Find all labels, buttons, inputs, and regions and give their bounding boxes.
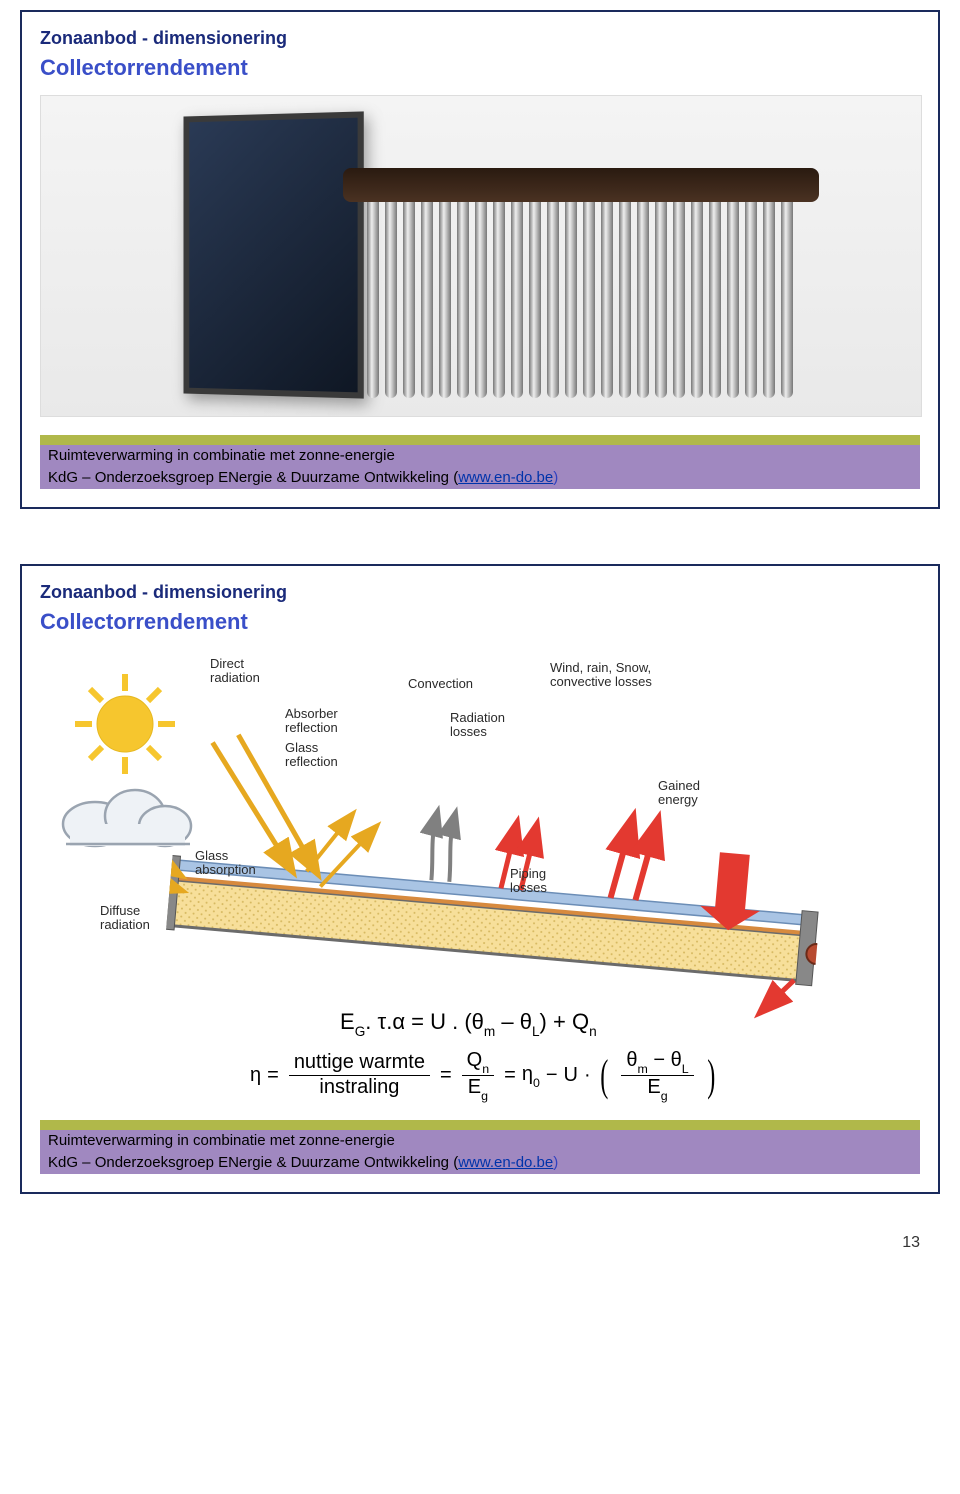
minus: − (546, 1064, 558, 1087)
tube (421, 202, 433, 398)
frac2-den: Eg (462, 1076, 494, 1102)
tube (781, 202, 793, 398)
footer-olive-bar-2 (40, 1120, 920, 1130)
tube (583, 202, 595, 398)
slide1-title: Collectorrendement (40, 55, 920, 81)
page-number: 13 (0, 1204, 960, 1262)
footer2-text-line2: KdG – Onderzoeksgroep ENergie & Duurzame… (40, 1152, 920, 1174)
footer-olive-bar (40, 435, 920, 445)
slide1-footer: Ruimteverwarming in combinatie met zonne… (40, 435, 920, 489)
collector-products-figure (40, 95, 922, 417)
slide2-subtitle: Zonaanbod - dimensionering (40, 582, 920, 603)
label-diffuse-radiation: Diffuseradiation (100, 904, 150, 931)
footer2-text-line1: Ruimteverwarming in combinatie met zonne… (40, 1130, 920, 1152)
tube (439, 202, 451, 398)
collector-energy-diagram: Directradiation Absorberreflection Glass… (40, 649, 920, 999)
eq1: = (267, 1064, 279, 1087)
tube (727, 202, 739, 398)
label-glass-absorption: Glassabsorption (195, 849, 256, 876)
footer-prefix: KdG – Onderzoeksgroep ENergie & Duurzame… (48, 469, 458, 486)
label-gained-energy: Gainedenergy (658, 779, 700, 806)
slide-1: Zonaanbod - dimensionering Collectorrend… (20, 10, 940, 509)
tube (457, 202, 469, 398)
label-direct-radiation: Directradiation (210, 657, 260, 684)
f1-sL: L (532, 1024, 540, 1039)
tube (709, 202, 721, 398)
label-radiation-losses: Radiationlosses (450, 711, 505, 738)
formula-efficiency: η = nuttige warmte instraling = Qn Eg = … (250, 1049, 920, 1102)
label-glass-reflection: Glassreflection (285, 741, 338, 768)
footer2-suffix: ) (553, 1154, 558, 1171)
rparen: ) (707, 1056, 715, 1096)
tube (493, 202, 505, 398)
frac2-num: Qn (462, 1049, 494, 1076)
sun-icon (70, 669, 180, 779)
frac3-num: θm − θL (621, 1049, 693, 1076)
footer-text-line2: KdG – Onderzoeksgroep ENergie & Duurzame… (40, 467, 920, 489)
frac-theta: θm − θL Eg (621, 1049, 693, 1102)
tube-manifold (343, 168, 819, 202)
label-convection: Convection (408, 677, 473, 691)
evacuated-tube-collector (361, 168, 801, 398)
footer-link: www.en-do.be (458, 469, 553, 486)
eq3: = (504, 1064, 516, 1087)
slide1-subtitle: Zonaanbod - dimensionering (40, 28, 920, 49)
tube (511, 202, 523, 398)
collector-cross-section (160, 710, 833, 1056)
tube (619, 202, 631, 398)
eta0: η0 (522, 1063, 540, 1088)
frac3-den: Eg (621, 1076, 693, 1102)
frac-QnEg: Qn Eg (462, 1049, 494, 1102)
footer-suffix: ) (553, 469, 558, 486)
footer2-prefix: KdG – Onderzoeksgroep ENergie & Duurzame… (48, 1154, 458, 1171)
dot: · (584, 1064, 591, 1087)
flat-plate-collector (183, 111, 363, 398)
label-piping-losses: Pipinglosses (510, 867, 547, 894)
footer-text-line1: Ruimteverwarming in combinatie met zonne… (40, 445, 920, 467)
slide2-title: Collectorrendement (40, 609, 920, 635)
frac-words: nuttige warmte instraling (289, 1051, 430, 1100)
tube (367, 202, 379, 398)
frac1-num: nuttige warmte (289, 1051, 430, 1076)
slide-2: Zonaanbod - dimensionering Collectorrend… (20, 564, 940, 1194)
f1-sm: m (484, 1024, 495, 1039)
label-absorber-reflection: Absorberreflection (285, 707, 338, 734)
tube (601, 202, 613, 398)
tube (403, 202, 415, 398)
lparen: ( (600, 1056, 608, 1096)
tube (655, 202, 667, 398)
footer2-link: www.en-do.be (458, 1154, 553, 1171)
label-wind-rain: Wind, rain, Snow,convective losses (550, 661, 652, 688)
f1-sn: n (589, 1024, 597, 1039)
eq2: = (440, 1064, 452, 1087)
tube (565, 202, 577, 398)
tube (763, 202, 775, 398)
tube (547, 202, 559, 398)
eta: η (250, 1064, 261, 1087)
tube (385, 202, 397, 398)
tube (475, 202, 487, 398)
tube (637, 202, 649, 398)
tube (529, 202, 541, 398)
U: U (564, 1064, 578, 1087)
slide2-footer: Ruimteverwarming in combinatie met zonne… (40, 1120, 920, 1174)
tube (673, 202, 685, 398)
frac1-den: instraling (289, 1076, 430, 1100)
tube (745, 202, 757, 398)
tube (691, 202, 703, 398)
